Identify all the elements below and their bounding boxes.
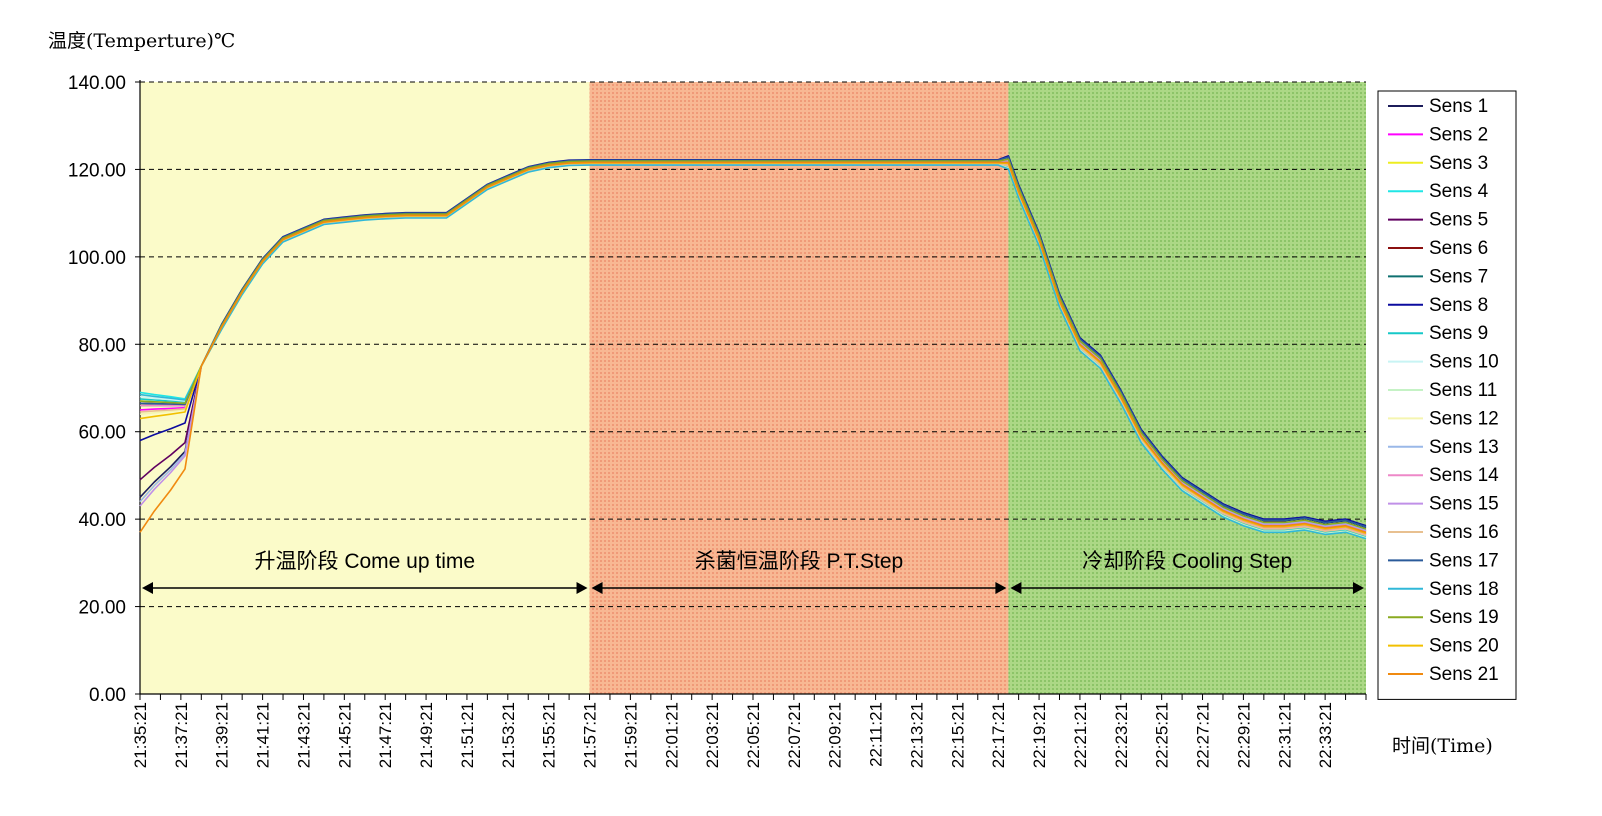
- y-tick-label: 0.00: [89, 685, 126, 706]
- x-tick-label: 21:45:21: [335, 702, 354, 768]
- axes: [135, 80, 1367, 700]
- x-tick-label: 22:15:21: [948, 702, 967, 768]
- x-tick-label: 21:57:21: [581, 702, 600, 768]
- legend-entry: Sens 15: [1429, 494, 1499, 515]
- legend: Sens 1 Sens 2 Sens 3 Sens 4 Sens 5 Sens 6 Sens…: [1377, 90, 1517, 700]
- x-tick-label: 22:19:21: [1030, 702, 1049, 768]
- legend-box: [1377, 90, 1517, 700]
- x-tick-label: 22:13:21: [907, 702, 926, 768]
- x-tick-label: 22:23:21: [1112, 702, 1131, 768]
- x-tick-label: 22:01:21: [662, 702, 681, 768]
- x-tick-label: 22:07:21: [785, 702, 804, 768]
- legend-entry: Sens 18: [1429, 579, 1499, 600]
- stage-arrows: 升温阶段 Come up time 杀菌恒温阶段 P.T.Step 冷却阶段 Coo…: [142, 550, 1364, 594]
- x-tick-label: 22:11:21: [867, 702, 886, 767]
- stage-label: 升温阶段 Come up time: [254, 550, 475, 573]
- stage-arrow-head-right: [1353, 582, 1364, 594]
- legend-entry: Sens 4: [1429, 181, 1489, 202]
- x-tick-label: 22:05:21: [744, 702, 763, 768]
- stage-label: 冷却阶段 Cooling Step: [1082, 550, 1292, 573]
- legend-entry: Sens 3: [1429, 153, 1488, 174]
- y-tick-label: 60.00: [78, 423, 126, 444]
- series-lines: [139, 155, 1367, 540]
- legend-entry: Sens 1: [1429, 96, 1488, 117]
- x-tick-label: 22:25:21: [1153, 702, 1172, 768]
- series-line-21: [139, 161, 1367, 534]
- x-tick-label: 21:37:21: [172, 702, 191, 768]
- stage-band-2: [589, 82, 1009, 694]
- legend-entry: Sens 20: [1429, 636, 1499, 657]
- x-tick-label: 22:33:21: [1316, 702, 1335, 768]
- legend-entry: Sens 9: [1429, 323, 1488, 344]
- x-tick-label: 21:49:21: [417, 702, 436, 768]
- y-tick-label: 140.00: [68, 73, 126, 94]
- y-axis-label: 温度(Temperture)℃: [48, 30, 235, 52]
- x-tick-label: 22:21:21: [1071, 702, 1090, 768]
- legend-entry: Sens 12: [1429, 408, 1499, 429]
- stage-arrow-head-left: [1010, 582, 1022, 594]
- y-tick-label: 100.00: [68, 248, 126, 269]
- stage-label: 杀菌恒温阶段 P.T.Step: [695, 550, 904, 573]
- gridlines: [140, 81, 1366, 608]
- legend-entry: Sens 5: [1429, 210, 1488, 231]
- x-tick-label: 22:27:21: [1194, 702, 1213, 768]
- legend-entry: Sens 13: [1429, 437, 1499, 458]
- x-tick-label: 21:55:21: [540, 702, 559, 768]
- legend-entry: Sens 8: [1429, 295, 1488, 316]
- series-line-19: [139, 158, 1367, 530]
- x-axis-label: 时间(Time): [1392, 735, 1493, 757]
- legend-entry: Sens 6: [1429, 238, 1488, 259]
- x-tick-labels: 21:35:21 21:37:21 21:39:21 21:41:21 21:43:21…: [131, 702, 1335, 768]
- stage-arrow-head-right: [576, 582, 588, 594]
- stage-band-1: [140, 82, 590, 694]
- x-tick-label: 22:29:21: [1234, 702, 1253, 768]
- legend-entry: Sens 16: [1429, 522, 1499, 543]
- stage-band-3: [1008, 82, 1366, 694]
- series-line-18: [139, 164, 1367, 540]
- legend-entry: Sens 11: [1429, 380, 1497, 401]
- legend-entry: Sens 19: [1429, 607, 1499, 628]
- legend-entry: Sens 7: [1429, 266, 1488, 287]
- y-tick-label: 80.00: [78, 335, 126, 356]
- x-tick-label: 21:43:21: [294, 702, 313, 768]
- stage-bands: [140, 82, 1366, 694]
- x-tick-label: 22:17:21: [989, 702, 1008, 768]
- x-tick-label: 22:03:21: [703, 702, 722, 768]
- legend-entry: Sens 17: [1429, 550, 1499, 571]
- x-tick-label: 21:47:21: [376, 702, 395, 768]
- y-tick-label: 40.00: [78, 510, 126, 531]
- y-tick-labels: 0.00 20.00 40.00 60.00 80.00 100.00 120.00 140.…: [68, 73, 126, 706]
- x-tick-label: 21:53:21: [499, 702, 518, 768]
- y-tick-label: 120.00: [68, 160, 126, 181]
- legend-entry: Sens 2: [1429, 124, 1488, 145]
- x-tick-label: 21:35:21: [131, 702, 150, 768]
- stage-arrow-head-left: [142, 582, 153, 594]
- x-tick-label: 21:39:21: [213, 702, 232, 768]
- x-tick-label: 22:31:21: [1275, 702, 1294, 768]
- stage-arrow-head-left: [591, 582, 603, 594]
- legend-entry: Sens 14: [1429, 465, 1499, 486]
- legend-entry: Sens 10: [1429, 352, 1499, 373]
- y-tick-label: 20.00: [78, 598, 126, 619]
- stage-arrow-head-right: [995, 582, 1007, 594]
- x-tick-label: 22:09:21: [826, 702, 845, 768]
- x-tick-label: 21:51:21: [458, 702, 477, 768]
- x-tick-label: 21:59:21: [621, 702, 640, 768]
- x-tick-label: 21:41:21: [254, 702, 273, 768]
- legend-entry: Sens 21: [1429, 664, 1499, 685]
